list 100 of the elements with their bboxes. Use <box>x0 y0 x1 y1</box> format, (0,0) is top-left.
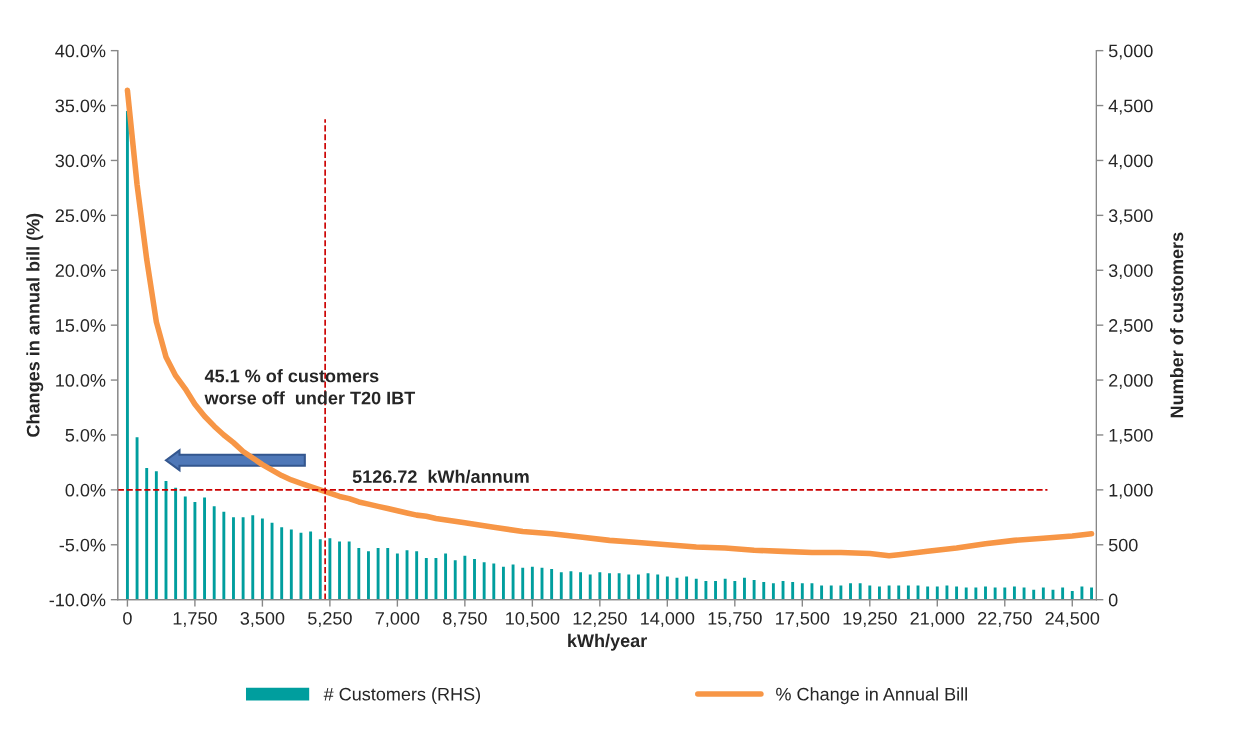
x-tick-label: 0 <box>123 611 132 625</box>
y-tick-label: 25.0% <box>55 209 106 223</box>
y-tick-label: 5.0% <box>65 428 106 442</box>
bar <box>1003 587 1007 600</box>
bar <box>887 585 891 600</box>
y-tick-label: 15.0% <box>56 319 106 332</box>
bar <box>1090 587 1093 600</box>
bar <box>328 538 332 600</box>
bar <box>829 585 833 600</box>
bar <box>174 487 178 600</box>
bar <box>183 496 187 600</box>
y-tick-label: 30.0% <box>55 154 106 168</box>
y2-tick-label: 0 <box>1108 593 1118 607</box>
bar <box>646 573 650 600</box>
bar <box>598 572 602 600</box>
annotation: 45.1 % of customers worse off under T20 IBT <box>204 369 416 405</box>
bar <box>791 582 795 600</box>
bar <box>1080 586 1084 600</box>
x-tick-label: 10,500 <box>506 611 560 627</box>
bar <box>714 581 717 600</box>
y-tick-label: -5.0% <box>59 538 106 552</box>
y2-axis-title: Number of customers <box>1170 232 1184 418</box>
x-tick-label: 22,750 <box>978 611 1032 627</box>
y-tick-label: 20.0% <box>55 264 106 277</box>
bar <box>906 585 910 600</box>
x-tick-label: 14,000 <box>641 611 695 627</box>
bar <box>395 553 399 600</box>
x-tick-label: 21,000 <box>910 611 965 627</box>
bar <box>685 576 689 600</box>
bar <box>415 551 419 600</box>
bar <box>636 574 640 600</box>
ref-line-label: 5126.72 kWh/annum <box>352 469 529 484</box>
bar <box>289 529 293 600</box>
bar <box>1012 586 1016 600</box>
bar <box>704 581 708 600</box>
x-tick-label: 7,000 <box>375 611 420 627</box>
bar <box>530 566 534 600</box>
bar <box>473 559 476 600</box>
y2-tick-label: 500 <box>1108 538 1138 552</box>
bar <box>579 572 583 600</box>
y2-tick-label: 2,000 <box>1109 374 1153 389</box>
bar <box>338 541 341 600</box>
bar <box>984 586 987 600</box>
bar <box>309 531 313 600</box>
y2-tick-label: 4,000 <box>1108 154 1153 170</box>
bar <box>357 548 361 600</box>
bar <box>858 583 862 600</box>
bar <box>733 581 737 600</box>
bar <box>444 553 448 600</box>
bar <box>752 579 756 600</box>
bar <box>771 583 775 600</box>
y2-tick-label: 1,500 <box>1109 428 1153 444</box>
bar <box>820 585 824 600</box>
bar <box>1061 587 1065 600</box>
bar <box>511 564 515 600</box>
bar <box>656 574 660 600</box>
bar <box>608 573 611 600</box>
bar <box>222 511 226 600</box>
x-tick-label: 3,500 <box>240 611 285 627</box>
y-tick-label: 40.0% <box>55 44 106 58</box>
bar <box>501 566 505 600</box>
y2-tick-label: 1,000 <box>1109 483 1153 499</box>
bar <box>617 573 621 600</box>
bar <box>627 574 631 600</box>
x-tick-label: 19,250 <box>843 611 897 627</box>
bar <box>521 567 525 600</box>
bar <box>376 548 380 600</box>
bar <box>492 563 496 600</box>
bar <box>386 548 390 600</box>
bar <box>1070 590 1074 600</box>
bar <box>482 562 486 600</box>
bar <box>251 515 255 600</box>
legend-label: % Change in Annual Bill <box>776 687 967 705</box>
bar <box>878 586 881 600</box>
bar <box>367 551 370 600</box>
bar <box>849 583 852 600</box>
bar <box>762 582 766 600</box>
bar <box>453 560 457 600</box>
bar <box>743 577 746 600</box>
x-tick-label: 24,500 <box>1045 611 1100 627</box>
bar <box>193 501 197 600</box>
y-axis-title: Changes in annual bill (%) <box>26 213 44 437</box>
x-tick-label: 8,750 <box>443 611 487 627</box>
bar <box>993 587 997 600</box>
bar <box>723 578 727 600</box>
bar <box>588 574 592 600</box>
y2-tick-label: 4,500 <box>1108 99 1153 115</box>
legend-label: # Customers (RHS) <box>323 687 481 705</box>
bar <box>232 517 235 600</box>
y-tick-label: 35.0% <box>55 99 106 113</box>
bar <box>974 587 978 600</box>
bar <box>280 527 284 600</box>
bar <box>203 497 206 600</box>
bar <box>665 576 669 600</box>
bar <box>125 111 129 600</box>
bar <box>1022 587 1026 600</box>
bar <box>550 568 554 600</box>
bar <box>424 557 428 600</box>
bar <box>241 517 245 600</box>
x-axis-title: kWh/year <box>568 633 647 651</box>
